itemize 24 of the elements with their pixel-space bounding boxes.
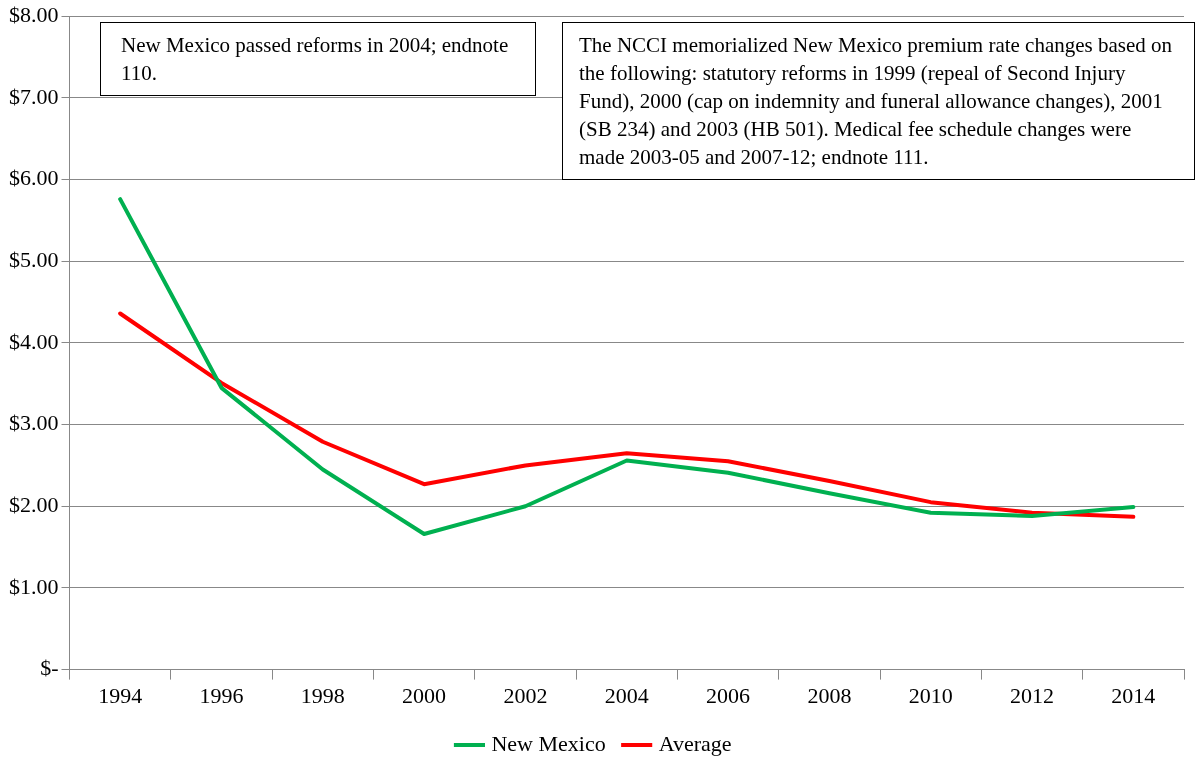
y-tick-label: $3.00 <box>9 410 59 436</box>
x-tick-label: 2002 <box>503 682 548 708</box>
x-tick-label: 2004 <box>604 682 649 708</box>
y-tick-label: $- <box>40 655 59 681</box>
x-tick-label: 2012 <box>1010 682 1055 708</box>
x-tick-label: 1998 <box>300 682 345 708</box>
y-tick-label: $2.00 <box>9 492 59 518</box>
y-tick-label: $8.00 <box>9 1 59 27</box>
legend-label: New Mexico <box>491 730 606 756</box>
x-tick-label: 2000 <box>402 682 447 708</box>
y-tick-label: $1.00 <box>9 573 59 599</box>
legend-label: Average <box>658 730 732 756</box>
y-tick-label: $7.00 <box>9 83 59 109</box>
x-tick-label: 1994 <box>98 682 143 708</box>
x-tick-label: 2014 <box>1111 682 1156 708</box>
x-tick-label: 2010 <box>908 682 953 708</box>
y-tick-label: $4.00 <box>9 328 59 354</box>
y-tick-label: $5.00 <box>9 247 59 273</box>
annotation: New Mexico passed reforms in 2004; endnote 110. <box>100 22 536 96</box>
x-tick-label: 2006 <box>706 682 751 708</box>
y-tick-label: $6.00 <box>9 165 59 191</box>
x-tick-label: 1996 <box>199 682 244 708</box>
annotation: The NCCI memorialized New Mexico premium rate changes based on the following: statutory reforms in 1999 (repeal of Second Injury Fund), 2000 (cap on indemnity and funeral allowance changes), 2001 (SB 234) and 2003 (HB 501). Medical fee schedule changes were made 2003-05 and 2007-12; endnote 111. <box>562 22 1195 180</box>
x-tick-label: 2008 <box>807 682 852 708</box>
